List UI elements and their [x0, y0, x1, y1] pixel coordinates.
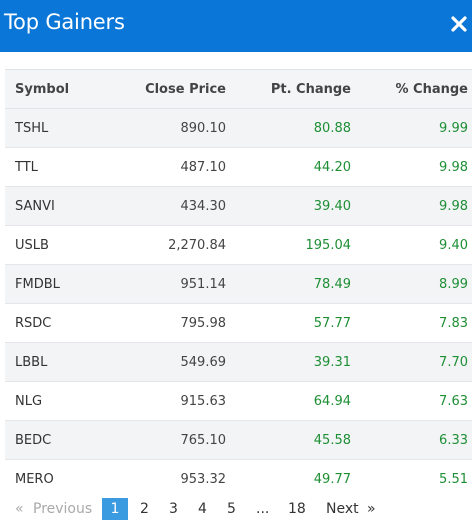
- page-link-4[interactable]: 4: [198, 501, 207, 517]
- pct-change-cell: 7.63: [439, 393, 468, 409]
- modal-header: Top Gainers: [0, 0, 472, 52]
- page-link-3[interactable]: 3: [169, 501, 178, 517]
- table-row[interactable]: SANVI 434.30 39.40 9.98: [5, 186, 472, 226]
- modal-title: Top Gainers: [4, 10, 125, 34]
- close-price-cell: 795.98: [180, 315, 227, 331]
- close-price-cell: 890.10: [180, 120, 227, 136]
- table-row[interactable]: TTL 487.10 44.20 9.98: [5, 147, 472, 187]
- gainers-table: Symbol Close Price Pt. Change % Change T…: [5, 69, 472, 499]
- prev-arrow-icon: «: [15, 501, 24, 517]
- table-row[interactable]: MERO 953.32 49.77 5.51: [5, 459, 472, 499]
- table-row[interactable]: TSHL 890.10 80.88 9.99: [5, 108, 472, 148]
- symbol-cell[interactable]: MERO: [15, 471, 54, 487]
- close-price-cell: 2,270.84: [168, 237, 226, 253]
- pct-change-cell: 5.51: [439, 471, 468, 487]
- pct-change-cell: 9.98: [439, 198, 468, 214]
- page-link-18[interactable]: 18: [288, 501, 306, 517]
- pt-change-cell: 49.77: [313, 471, 351, 487]
- table-row[interactable]: FMDBL 951.14 78.49 8.99: [5, 264, 472, 304]
- pt-change-cell: 64.94: [313, 393, 351, 409]
- close-price-cell: 434.30: [180, 198, 227, 214]
- close-price-cell: 487.10: [180, 159, 227, 175]
- pct-change-cell: 9.99: [439, 120, 468, 136]
- page-link-5[interactable]: 5: [227, 501, 236, 517]
- table-header-row: Symbol Close Price Pt. Change % Change: [5, 69, 472, 109]
- pt-change-cell: 44.20: [313, 159, 351, 175]
- column-header-close-price[interactable]: Close Price: [111, 69, 226, 109]
- symbol-cell[interactable]: TTL: [15, 159, 38, 175]
- pt-change-cell: 39.31: [313, 354, 351, 370]
- table-row[interactable]: USLB 2,270.84 195.04 9.40: [5, 225, 472, 265]
- next-page-link[interactable]: Next: [326, 501, 359, 517]
- pt-change-cell: 78.49: [313, 276, 351, 292]
- table-row[interactable]: NLG 915.63 64.94 7.63: [5, 381, 472, 421]
- table-row[interactable]: LBBL 549.69 39.31 7.70: [5, 342, 472, 382]
- pct-change-cell: 7.83: [439, 315, 468, 331]
- table-row[interactable]: BEDC 765.10 45.58 6.33: [5, 420, 472, 460]
- column-header-symbol[interactable]: Symbol: [5, 69, 111, 109]
- column-header-pt-change[interactable]: Pt. Change: [226, 69, 351, 109]
- symbol-cell[interactable]: LBBL: [15, 354, 48, 370]
- close-price-cell: 951.14: [180, 276, 227, 292]
- page-link-2[interactable]: 2: [140, 501, 149, 517]
- pt-change-cell: 57.77: [313, 315, 351, 331]
- symbol-cell[interactable]: BEDC: [15, 432, 52, 448]
- close-price-cell: 915.63: [180, 393, 227, 409]
- page-ellipsis: ...: [256, 501, 270, 517]
- pct-change-cell: 7.70: [439, 354, 468, 370]
- symbol-cell[interactable]: NLG: [15, 393, 43, 409]
- pt-change-cell: 45.58: [313, 432, 351, 448]
- symbol-cell[interactable]: USLB: [15, 237, 49, 253]
- close-price-cell: 765.10: [180, 432, 227, 448]
- column-header-pct-change[interactable]: % Change: [351, 69, 472, 109]
- pct-change-cell: 9.40: [439, 237, 468, 253]
- previous-page-link: Previous: [33, 501, 93, 517]
- close-price-cell: 953.32: [180, 471, 227, 487]
- pct-change-cell: 9.98: [439, 159, 468, 175]
- symbol-cell[interactable]: RSDC: [15, 315, 52, 331]
- pct-change-cell: 8.99: [439, 276, 468, 292]
- close-icon[interactable]: [448, 10, 470, 36]
- symbol-cell[interactable]: FMDBL: [15, 276, 60, 292]
- pt-change-cell: 195.04: [305, 237, 352, 253]
- pt-change-cell: 80.88: [313, 120, 351, 136]
- symbol-cell[interactable]: SANVI: [15, 198, 55, 214]
- next-arrow-icon[interactable]: »: [367, 501, 376, 517]
- table-row[interactable]: RSDC 795.98 57.77 7.83: [5, 303, 472, 343]
- pt-change-cell: 39.40: [313, 198, 351, 214]
- pct-change-cell: 6.33: [439, 432, 468, 448]
- close-price-cell: 549.69: [180, 354, 227, 370]
- page-link-1[interactable]: 1: [102, 498, 128, 520]
- symbol-cell[interactable]: TSHL: [15, 120, 49, 136]
